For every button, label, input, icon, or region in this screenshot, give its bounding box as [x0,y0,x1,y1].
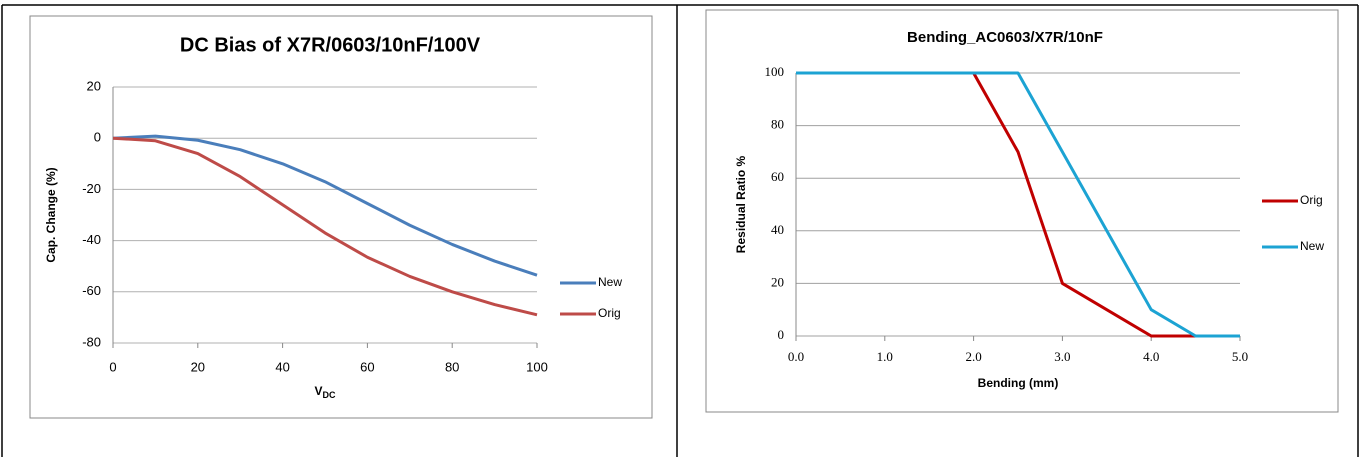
x-tick-label: 80 [445,359,459,374]
x-tick-label: 0 [109,359,116,374]
y-tick-label: -20 [82,181,101,196]
y-axis-label: Cap. Change (%) [44,167,58,262]
x-tick-label: 5.0 [1232,349,1248,364]
x-tick-label: 1.0 [877,349,893,364]
y-tick-label: 0 [778,327,785,342]
x-axis-label-text: Bending (mm) [978,376,1059,390]
y-tick-label: 60 [771,169,784,184]
x-axis-label-text: V [314,384,322,398]
chart-title: DC Bias of X7R/0603/10nF/100V [180,34,481,56]
x-axis-label: VDC [314,384,336,400]
x-tick-label: 20 [191,359,205,374]
chart-title: Bending_AC0603/X7R/10nF [907,29,1103,46]
y-axis-label: Residual Ratio % [734,155,748,253]
series-line [112,136,538,317]
y-tick-label: 20 [87,78,101,93]
y-tick-label: -80 [82,334,101,349]
chart-frame [29,15,653,419]
legend-label: New [1300,239,1324,253]
y-tick-label: -60 [82,283,101,298]
x-tick-label: 0.0 [788,349,804,364]
y-tick-label: -40 [82,232,101,247]
x-tick-label: 2.0 [965,349,981,364]
y-tick-label: 80 [771,117,784,132]
x-axis-label-sub: DC [323,390,336,400]
y-tick-label: 0 [94,130,101,145]
x-tick-label: 4.0 [1143,349,1159,364]
legend-label: Orig [598,306,621,320]
series-line [112,134,538,277]
y-tick-label: 20 [771,274,784,289]
chart-frame [705,9,1339,413]
x-tick-label: 100 [526,359,548,374]
y-tick-label: 100 [765,64,785,79]
x-tick-label: 40 [275,359,289,374]
x-tick-label: 60 [360,359,374,374]
x-tick-label: 3.0 [1054,349,1070,364]
legend-label: Orig [1300,193,1323,207]
x-axis-label: Bending (mm) [978,376,1059,390]
legend-label: New [598,275,622,289]
y-tick-label: 40 [771,222,784,237]
series-line [796,71,1240,338]
